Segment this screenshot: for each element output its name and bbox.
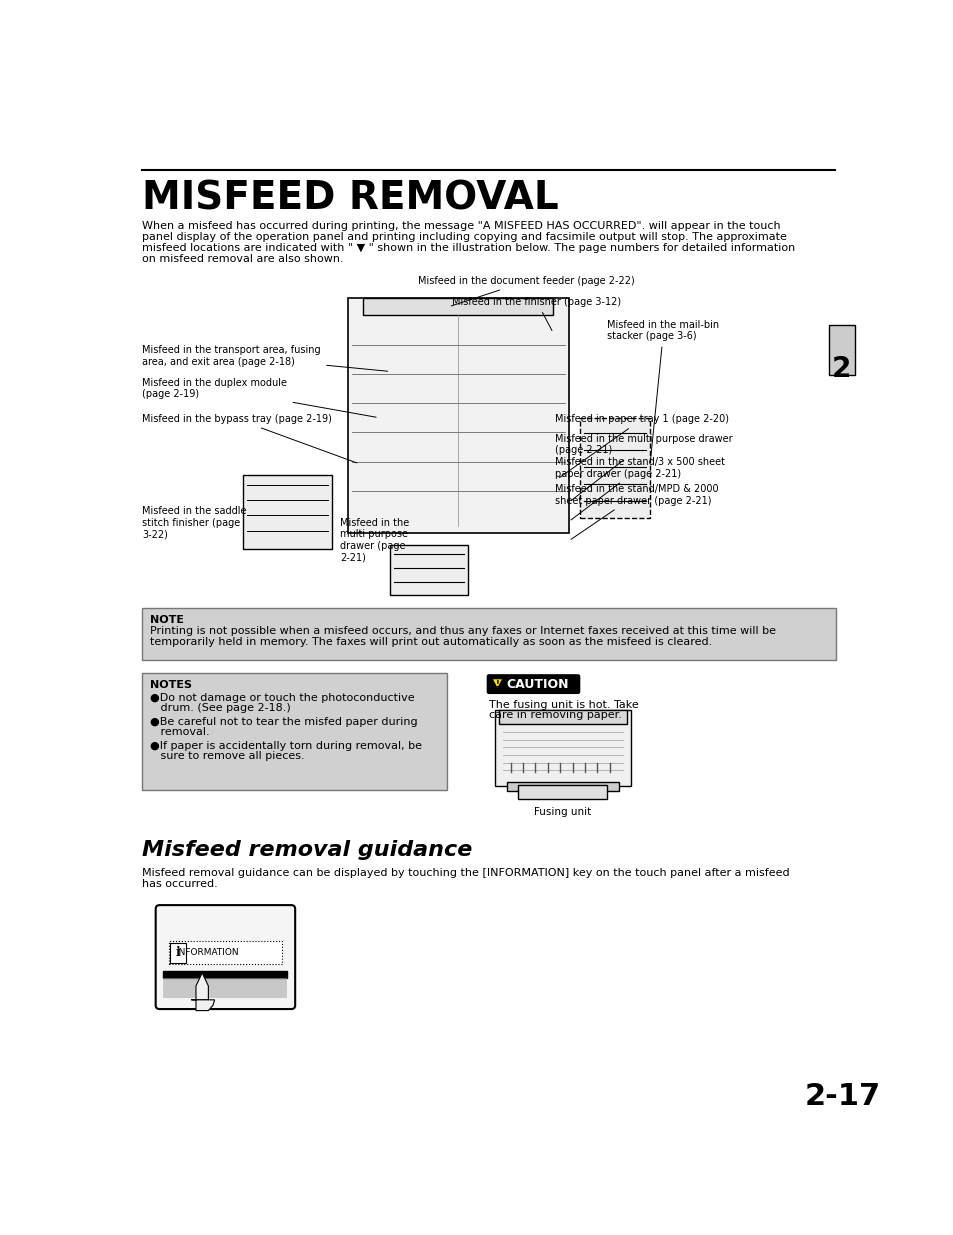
Text: Misfeed in the multi purpose drawer
(page 2-21): Misfeed in the multi purpose drawer (pag…: [555, 433, 732, 500]
Text: CAUTION: CAUTION: [505, 678, 568, 690]
Text: misfeed locations are indicated with " ▼ " shown in the illustration below. The : misfeed locations are indicated with " ▼…: [142, 243, 795, 253]
Text: Misfeed in the duplex module
(page 2-19): Misfeed in the duplex module (page 2-19): [142, 378, 375, 417]
Polygon shape: [192, 1000, 214, 1010]
Text: Misfeed in the saddle
stitch finisher (page
3-22): Misfeed in the saddle stitch finisher (p…: [142, 506, 247, 540]
FancyBboxPatch shape: [142, 608, 835, 661]
Text: Printing is not possible when a misfeed occurs, and thus any faxes or Internet f: Printing is not possible when a misfeed …: [150, 626, 776, 636]
Text: temporarily held in memory. The faxes will print out automatically as soon as th: temporarily held in memory. The faxes wi…: [150, 637, 712, 647]
Text: NOTE: NOTE: [150, 615, 184, 625]
Text: removal.: removal.: [150, 727, 210, 737]
Text: Misfeed in paper tray 1 (page 2-20): Misfeed in paper tray 1 (page 2-20): [555, 414, 728, 478]
Text: ●If paper is accidentally torn during removal, be: ●If paper is accidentally torn during re…: [150, 741, 422, 751]
Text: NOTES: NOTES: [150, 680, 193, 690]
Text: Misfeed in the document feeder (page 2-22): Misfeed in the document feeder (page 2-2…: [417, 277, 634, 306]
Polygon shape: [492, 679, 502, 689]
FancyBboxPatch shape: [828, 325, 854, 375]
Text: Misfeed removal guidance: Misfeed removal guidance: [142, 840, 473, 860]
Text: Misfeed in the bypass tray (page 2-19): Misfeed in the bypass tray (page 2-19): [142, 414, 356, 463]
Text: When a misfeed has occurred during printing, the message "A MISFEED HAS OCCURRED: When a misfeed has occurred during print…: [142, 221, 781, 231]
Bar: [163, 978, 287, 998]
FancyBboxPatch shape: [243, 475, 332, 548]
Text: on misfeed removal are also shown.: on misfeed removal are also shown.: [142, 253, 344, 264]
Text: drum. (See page 2-18.): drum. (See page 2-18.): [150, 704, 291, 714]
FancyBboxPatch shape: [517, 785, 607, 799]
FancyBboxPatch shape: [155, 905, 294, 1009]
Text: Misfeed removal guidance can be displayed by touching the [INFORMATION] key on t: Misfeed removal guidance can be displaye…: [142, 868, 789, 878]
FancyBboxPatch shape: [579, 417, 649, 517]
FancyBboxPatch shape: [487, 674, 579, 693]
Text: Misfeed in the transport area, fusing
area, and exit area (page 2-18): Misfeed in the transport area, fusing ar…: [142, 346, 387, 372]
Text: 2: 2: [831, 354, 850, 383]
FancyBboxPatch shape: [506, 782, 618, 792]
Text: care in removing paper.: care in removing paper.: [488, 710, 621, 720]
Text: 2-17: 2-17: [804, 1082, 881, 1112]
Text: ●Be careful not to tear the misfed paper during: ●Be careful not to tear the misfed paper…: [150, 718, 417, 727]
FancyBboxPatch shape: [495, 710, 630, 785]
Text: Misfeed in the finisher (page 3-12): Misfeed in the finisher (page 3-12): [452, 298, 621, 331]
FancyBboxPatch shape: [363, 299, 553, 315]
FancyBboxPatch shape: [390, 545, 468, 595]
Text: INFORMATION: INFORMATION: [176, 947, 238, 957]
Text: i: i: [175, 946, 180, 958]
Text: ●Do not damage or touch the photoconductive: ●Do not damage or touch the photoconduct…: [150, 693, 415, 704]
Polygon shape: [195, 973, 208, 1000]
Text: !: !: [495, 679, 498, 689]
FancyBboxPatch shape: [142, 673, 447, 790]
Text: has occurred.: has occurred.: [142, 879, 218, 889]
FancyBboxPatch shape: [169, 941, 282, 965]
FancyBboxPatch shape: [171, 942, 186, 963]
Text: panel display of the operation panel and printing including copying and facsimil: panel display of the operation panel and…: [142, 232, 786, 242]
Text: Misfeed in the mail-bin
stacker (page 3-6): Misfeed in the mail-bin stacker (page 3-…: [607, 320, 719, 461]
Bar: [163, 971, 287, 978]
Text: MISFEED REMOVAL: MISFEED REMOVAL: [142, 179, 558, 217]
Text: Misfeed in the stand/3 x 500 sheet
paper drawer (page 2-21): Misfeed in the stand/3 x 500 sheet paper…: [555, 457, 724, 520]
Text: Fusing unit: Fusing unit: [534, 806, 591, 816]
Text: The fusing unit is hot. Take: The fusing unit is hot. Take: [488, 700, 638, 710]
FancyBboxPatch shape: [498, 710, 626, 724]
Text: Misfeed in the stand/MPD & 2000
sheet paper drawer (page 2-21): Misfeed in the stand/MPD & 2000 sheet pa…: [555, 484, 718, 540]
FancyBboxPatch shape: [348, 299, 568, 534]
Text: Misfeed in the
multi purpose
drawer (page
2-21): Misfeed in the multi purpose drawer (pag…: [340, 517, 409, 563]
Text: sure to remove all pieces.: sure to remove all pieces.: [150, 751, 305, 761]
